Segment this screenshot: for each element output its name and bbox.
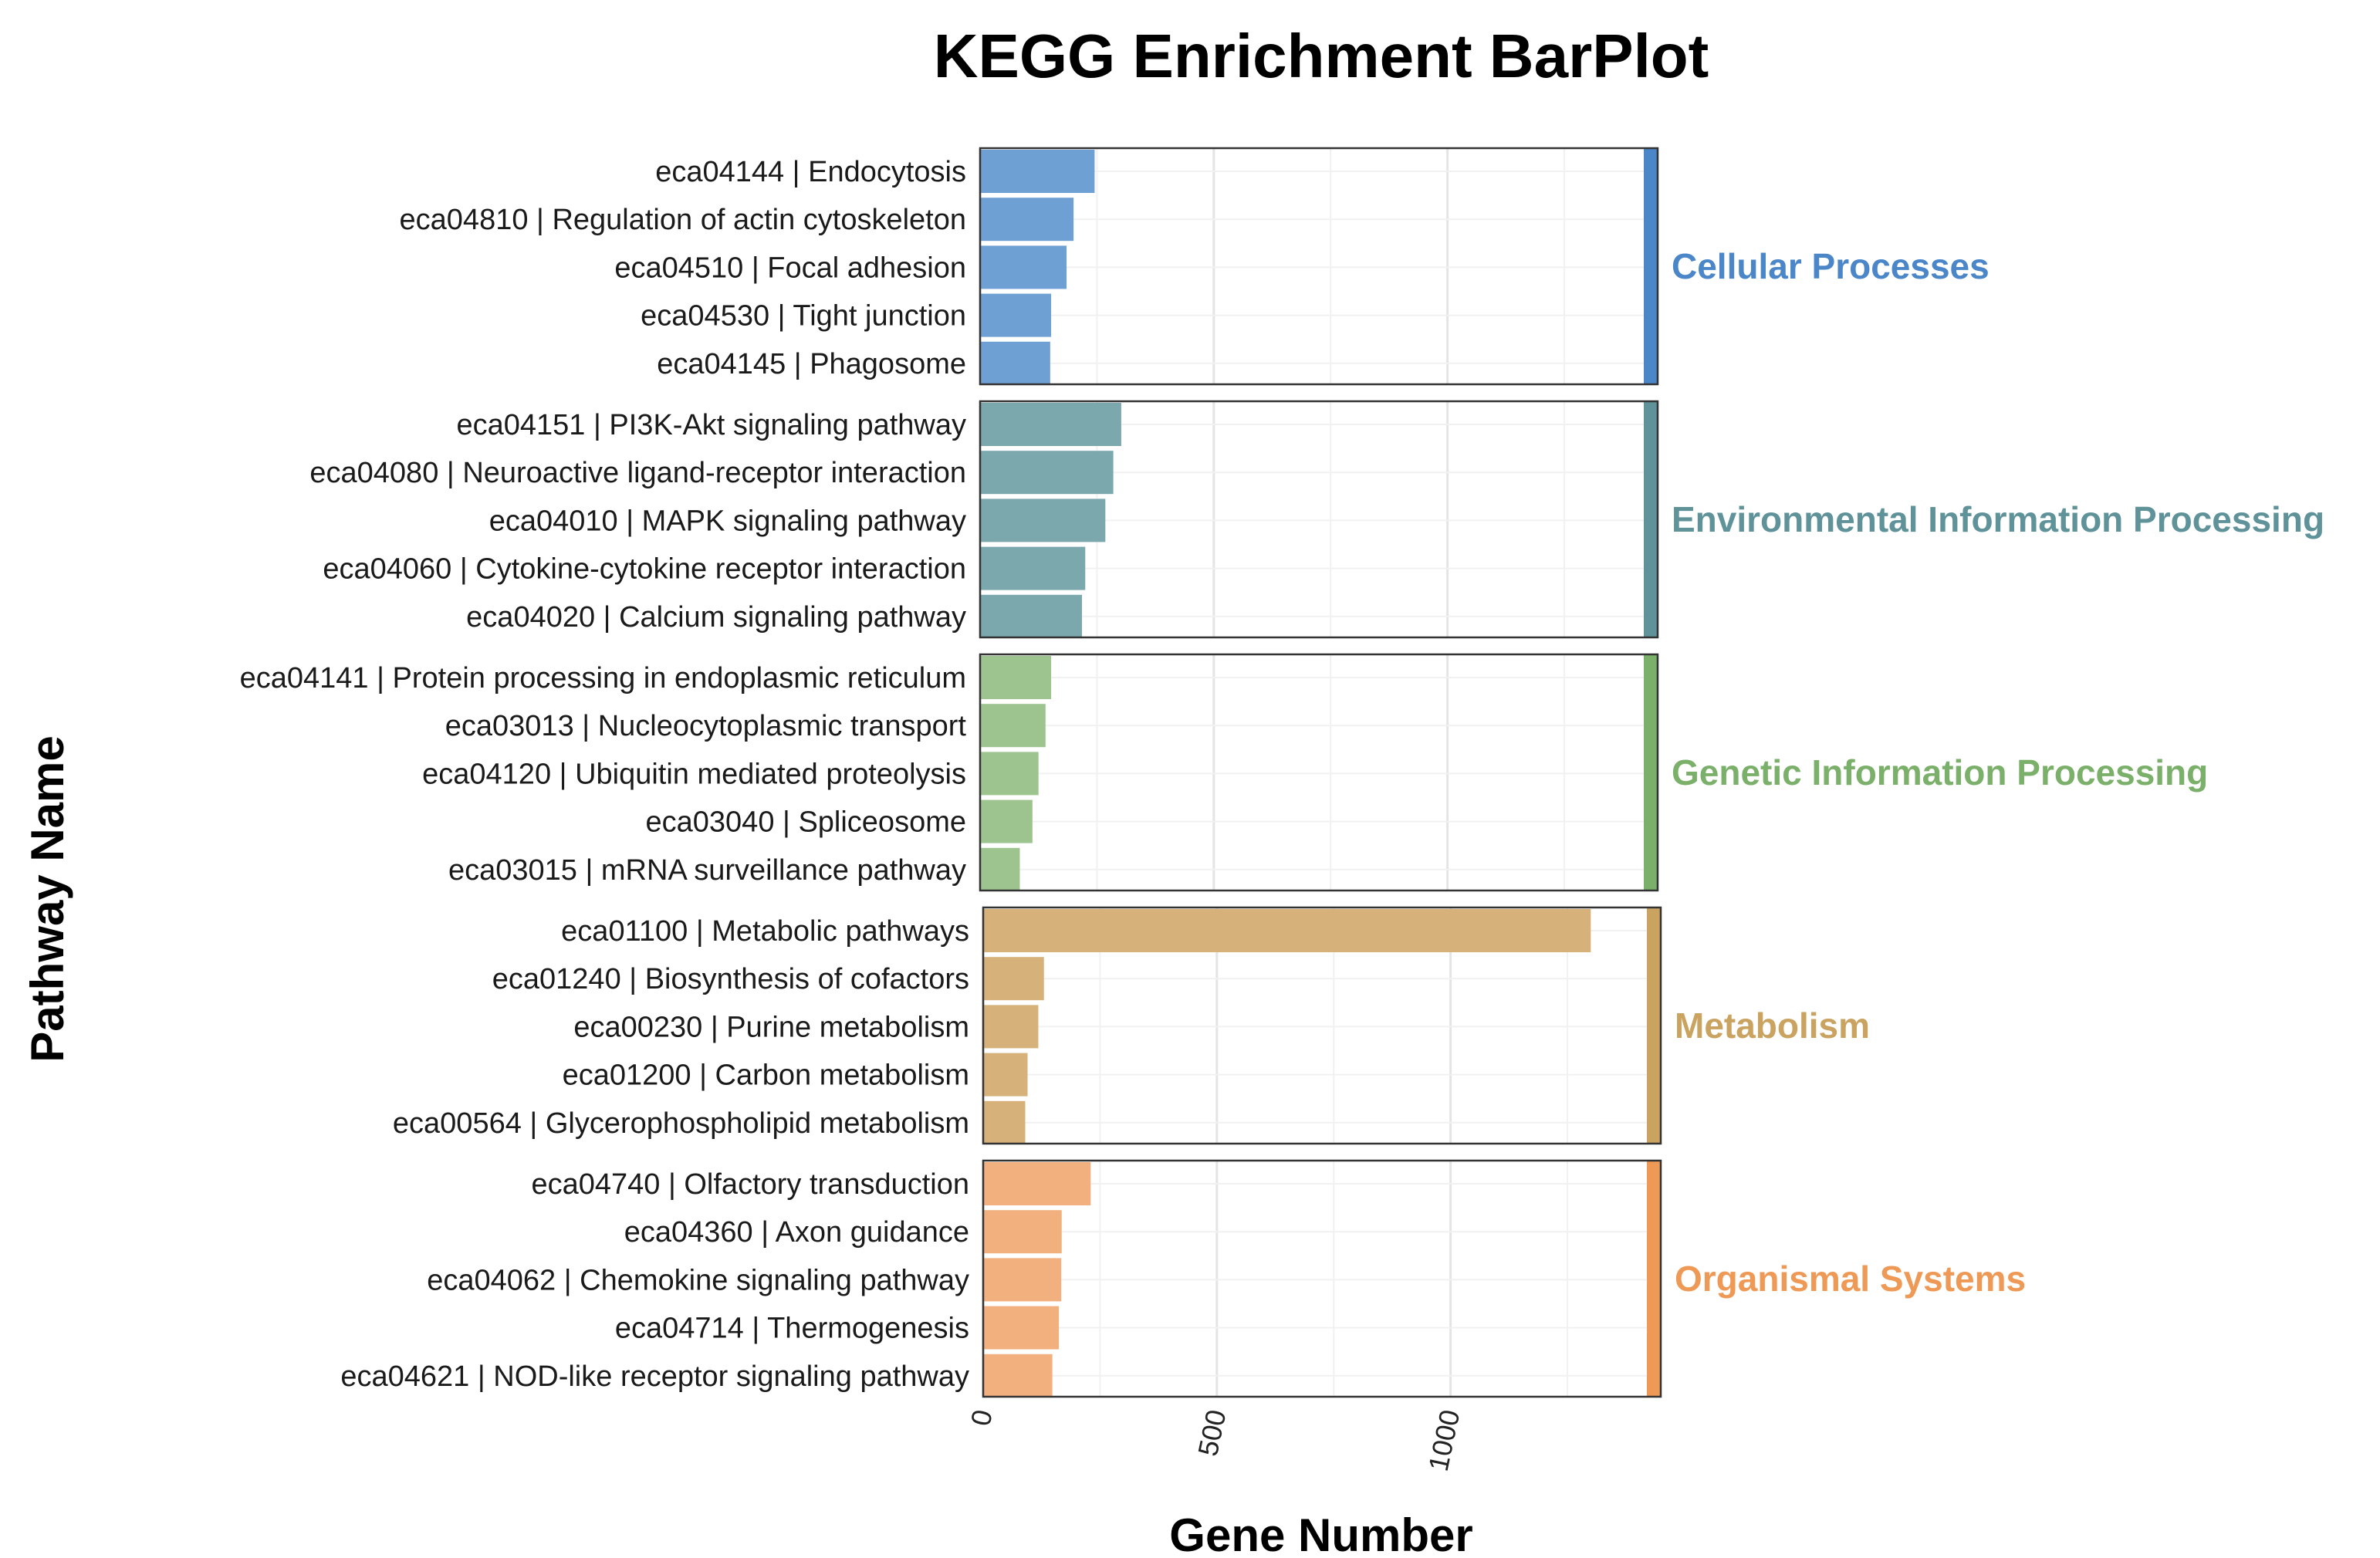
panel-border <box>982 1159 1662 1398</box>
panel-border <box>982 906 1662 1145</box>
bar[interactable] <box>983 1210 1062 1254</box>
pathway-label: eca04144 | Endocytosis <box>655 156 966 188</box>
pathway-label: eca04145 | Phagosome <box>657 348 966 380</box>
bar[interactable] <box>983 1162 1091 1205</box>
facet-panels: eca04144 | Endocytosis eca04810 | Regulat… <box>240 147 2324 1398</box>
facet-strip <box>1647 1161 1661 1397</box>
bar[interactable] <box>980 451 1114 495</box>
pathway-label: eca04151 | PI3K-Akt signaling pathway <box>456 409 966 441</box>
bar[interactable] <box>983 909 1591 952</box>
chart-title: KEGG Enrichment BarPlot <box>934 22 1709 90</box>
pathway-label: eca04020 | Calcium signaling pathway <box>466 601 966 634</box>
bar[interactable] <box>980 847 1020 891</box>
facet-strip <box>1644 148 1658 384</box>
bar[interactable] <box>983 1005 1039 1049</box>
x-tick-label: 500 <box>1192 1407 1232 1458</box>
x-axis-ticks: 0 500 1000 <box>965 1407 1466 1474</box>
pathway-label: eca01240 | Biosynthesis of cofactors <box>492 963 969 995</box>
pathway-label: eca04010 | MAPK signaling pathway <box>489 505 966 537</box>
pathway-label: eca00564 | Glycerophospholipid metabolis… <box>393 1107 969 1140</box>
panel-border <box>979 653 1659 892</box>
bar[interactable] <box>983 1354 1053 1397</box>
bar[interactable] <box>980 546 1086 590</box>
panel-border <box>979 400 1659 639</box>
bar[interactable] <box>980 594 1083 638</box>
facet-label: Metabolism <box>1675 1005 1870 1046</box>
pathway-label: eca03040 | Spliceosome <box>646 806 966 839</box>
x-tick-label: 0 <box>965 1407 999 1428</box>
panel-border <box>979 147 1659 386</box>
bar[interactable] <box>980 799 1033 843</box>
facet-panel: eca04151 | PI3K-Akt signaling pathway eca… <box>309 400 2324 639</box>
facet-strip <box>1644 401 1658 637</box>
bar[interactable] <box>983 957 1044 1001</box>
facet-panel: eca04740 | Olfactory transduction eca0436… <box>340 1159 2026 1398</box>
pathway-label: eca04510 | Focal adhesion <box>614 252 966 284</box>
pathway-label: eca03015 | mRNA surveillance pathway <box>448 854 966 887</box>
pathway-label: eca03013 | Nucleocytoplasmic transport <box>445 710 967 742</box>
bar[interactable] <box>980 403 1121 446</box>
bar[interactable] <box>980 245 1067 289</box>
facet-strip <box>1644 654 1658 891</box>
y-axis-title: Pathway Name <box>22 735 73 1063</box>
bar[interactable] <box>983 1100 1026 1144</box>
pathway-label: eca01200 | Carbon metabolism <box>563 1060 969 1092</box>
bar[interactable] <box>983 1053 1028 1097</box>
facet-label: Genetic Information Processing <box>1672 752 2208 793</box>
pathway-label: eca04360 | Axon guidance <box>624 1216 969 1249</box>
bar[interactable] <box>980 656 1052 699</box>
bar[interactable] <box>983 1306 1060 1350</box>
facet-panel: eca01100 | Metabolic pathways eca01240 | … <box>393 906 1870 1145</box>
facet-panel: eca04144 | Endocytosis eca04810 | Regulat… <box>400 147 1990 386</box>
bar[interactable] <box>980 498 1106 542</box>
x-tick-label: 1000 <box>1422 1407 1466 1474</box>
facet-label: Organismal Systems <box>1675 1259 2026 1299</box>
bar[interactable] <box>983 1258 1062 1302</box>
x-axis-title: Gene Number <box>1169 1509 1472 1558</box>
pathway-label: eca04120 | Ubiquitin mediated proteolysi… <box>422 758 966 790</box>
facet-panel: eca04141 | Protein processing in endopla… <box>240 653 2208 892</box>
bar[interactable] <box>980 752 1039 796</box>
bar[interactable] <box>980 150 1095 193</box>
facet-label: Environmental Information Processing <box>1672 499 2324 539</box>
facet-strip <box>1647 907 1661 1144</box>
pathway-label: eca00230 | Purine metabolism <box>573 1011 969 1043</box>
bar[interactable] <box>980 198 1074 242</box>
facet-label: Cellular Processes <box>1672 246 1990 286</box>
bar[interactable] <box>980 704 1046 748</box>
pathway-label: eca04060 | Cytokine-cytokine receptor in… <box>323 553 966 586</box>
pathway-label: eca04530 | Tight junction <box>641 300 966 333</box>
pathway-label: eca04621 | NOD-like receptor signaling p… <box>340 1360 969 1393</box>
pathway-label: eca04141 | Protein processing in endopla… <box>240 662 966 695</box>
bar[interactable] <box>980 341 1050 385</box>
pathway-label: eca01100 | Metabolic pathways <box>561 915 969 948</box>
pathway-label: eca04080 | Neuroactive ligand-receptor i… <box>309 457 966 489</box>
pathway-label: eca04714 | Thermogenesis <box>615 1313 969 1345</box>
bar[interactable] <box>980 293 1052 337</box>
pathway-label: eca04810 | Regulation of actin cytoskele… <box>400 204 966 236</box>
pathway-label: eca04062 | Chemokine signaling pathway <box>427 1264 969 1296</box>
pathway-label: eca04740 | Olfactory transduction <box>531 1168 969 1201</box>
